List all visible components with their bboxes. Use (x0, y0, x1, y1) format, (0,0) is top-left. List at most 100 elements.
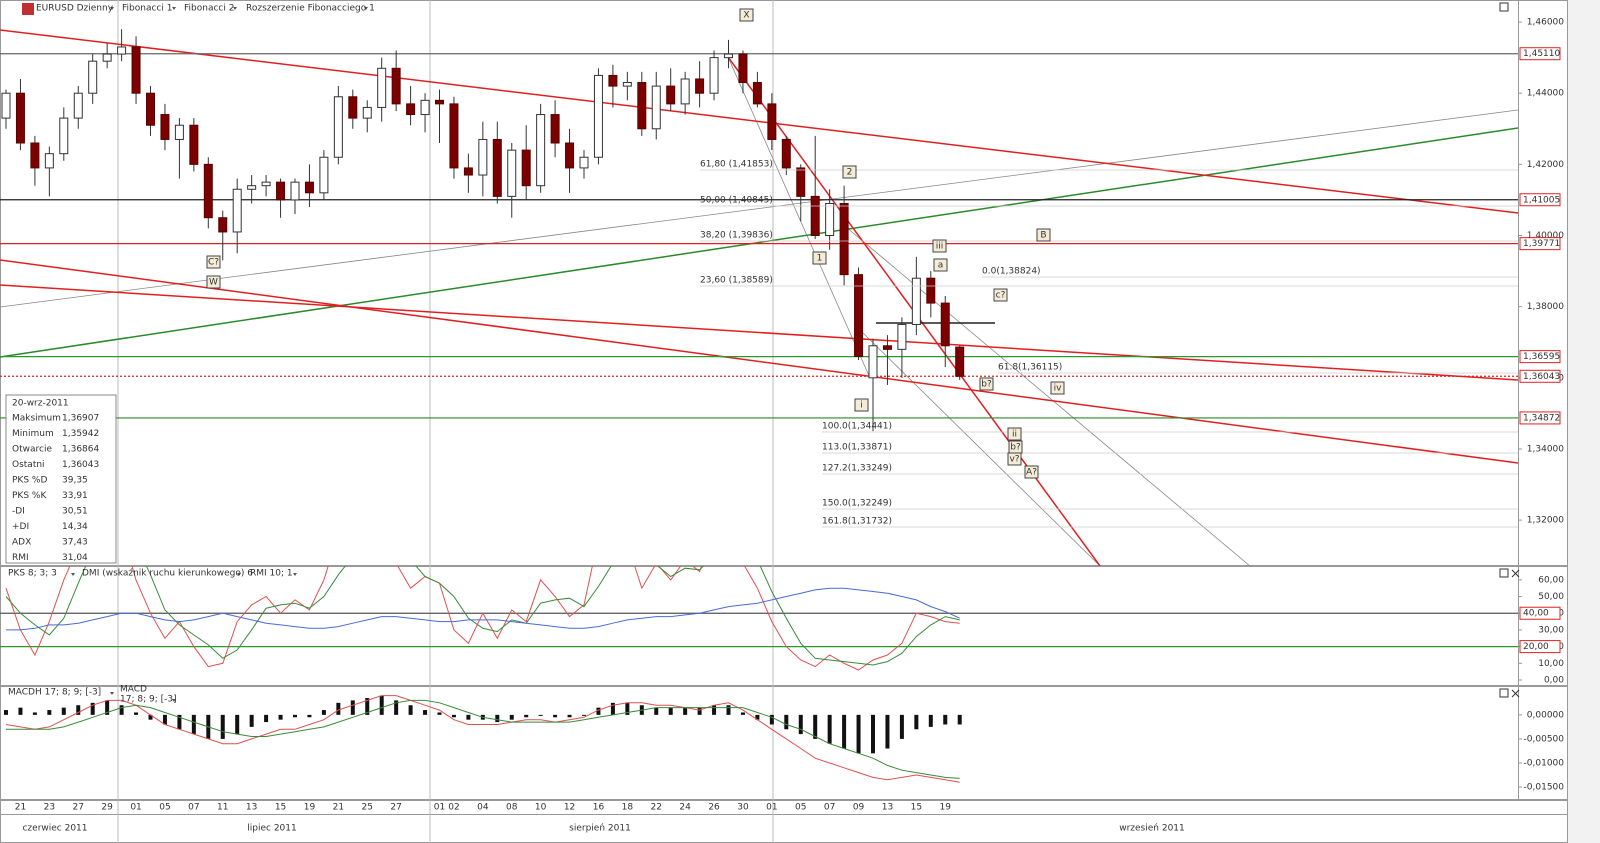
histogram-bar (914, 714, 919, 730)
y-tick-label: 1,40000 (1527, 231, 1564, 241)
histogram-bar (148, 714, 153, 720)
histogram-bar (495, 714, 500, 723)
toolbar-item: Fibonacci 1 (122, 4, 172, 14)
candle-body (868, 345, 878, 379)
histogram-bar (625, 702, 630, 715)
info-label: Minimum (12, 429, 54, 439)
info-value: 14,34 (62, 522, 88, 532)
x-tick-label: 07 (824, 803, 835, 813)
x-tick-label: 23 (44, 803, 55, 813)
candle-body (550, 114, 560, 144)
wave-box (854, 398, 869, 412)
x-tick-label: 26 (708, 803, 720, 813)
candle-body (882, 345, 892, 350)
candle-body (911, 277, 921, 325)
candle-body (724, 53, 733, 59)
candle-body (435, 99, 444, 105)
plot-area (0, 29, 1518, 528)
candle-body (218, 217, 228, 233)
histogram-bar (928, 714, 933, 727)
wave-label: iv (1054, 384, 1063, 394)
level-box (1519, 411, 1561, 425)
info-value: 1,35942 (62, 429, 99, 439)
candle-body (622, 82, 632, 87)
candle-body (680, 78, 690, 105)
x-tick-label: 05 (159, 803, 170, 813)
candle-body (940, 302, 950, 347)
info-value: 31,04 (62, 553, 88, 563)
x-tick-label: 10 (535, 803, 547, 813)
histogram-bar (466, 714, 471, 720)
x-tick-label: 11 (217, 803, 228, 813)
histogram-bar (582, 714, 586, 716)
x-tick-label: 13 (246, 803, 257, 813)
wave-box (1007, 427, 1022, 441)
series-line (6, 587, 960, 631)
candle-body (825, 202, 835, 237)
histogram-bar (249, 714, 254, 727)
panel-title: MACD (120, 685, 147, 695)
month-dividers (117, 0, 774, 843)
histogram-bar (683, 707, 688, 715)
histogram-bar (885, 714, 890, 749)
x-tick-label: 01 (766, 803, 777, 813)
x-tick-label: 12 (564, 803, 575, 813)
candle-body (319, 156, 329, 194)
panel-title: RMI 10; 1 (250, 569, 293, 579)
y-tick-label: 0,00000 (1527, 710, 1564, 720)
candle-body (565, 142, 575, 169)
x-tick-label: 16 (593, 803, 605, 813)
histogram-bar (220, 714, 225, 739)
toolbar (22, 2, 1520, 702)
candle-body (796, 167, 806, 197)
candle-body (59, 117, 69, 155)
candle-body (261, 181, 271, 187)
candle-body (160, 114, 170, 140)
level-label: 1,34872 (1523, 413, 1560, 423)
candle-body (189, 124, 199, 165)
histogram-bar (61, 707, 66, 715)
candle-body (810, 195, 820, 237)
wave-box (842, 165, 857, 179)
fib-label: 23,60 (1,38589) (700, 276, 773, 286)
info-frame (5, 394, 117, 564)
histogram-bar (668, 707, 673, 715)
level-label: 1,36043 (1523, 372, 1560, 382)
x-tick-label: 15 (275, 803, 286, 813)
x-tick-label: 22 (651, 803, 662, 813)
histogram-bar (957, 714, 962, 725)
info-label: PKS %K (12, 491, 47, 501)
fib-label: 100.0(1,34441) (822, 422, 892, 432)
histogram-bar (119, 705, 124, 715)
wave-box (932, 239, 947, 253)
histogram-bar (813, 714, 818, 739)
info-value: 30,51 (62, 507, 88, 517)
histogram-bar (712, 705, 717, 715)
candle-body (507, 149, 517, 197)
y-tick-label: -0,01500 (1524, 783, 1565, 793)
level-box (1519, 237, 1561, 251)
histogram-bar (90, 702, 95, 715)
candle-body (666, 85, 676, 105)
histogram-bar (321, 710, 326, 715)
wave-label: b? (1010, 443, 1021, 453)
y-tick-label: 30,00 (1538, 625, 1564, 635)
wave-label: iii (936, 242, 944, 252)
month-label: sierpień 2011 (569, 824, 631, 834)
level-label: 1,36595 (1523, 352, 1560, 362)
y-tick-label: 1,44000 (1527, 89, 1564, 99)
candle-body (752, 82, 762, 105)
histogram-bar (105, 700, 110, 715)
info-label: Maksimum (12, 414, 61, 424)
level-box (1519, 640, 1561, 654)
series-line (5, 566, 960, 666)
y-tick-label: 1,46000 (1527, 18, 1564, 28)
level-label: 40,00 (1523, 609, 1549, 619)
histogram-bar (871, 714, 875, 754)
histogram-bar (553, 714, 558, 718)
histogram-bar (856, 714, 861, 754)
candle-body (15, 92, 25, 144)
